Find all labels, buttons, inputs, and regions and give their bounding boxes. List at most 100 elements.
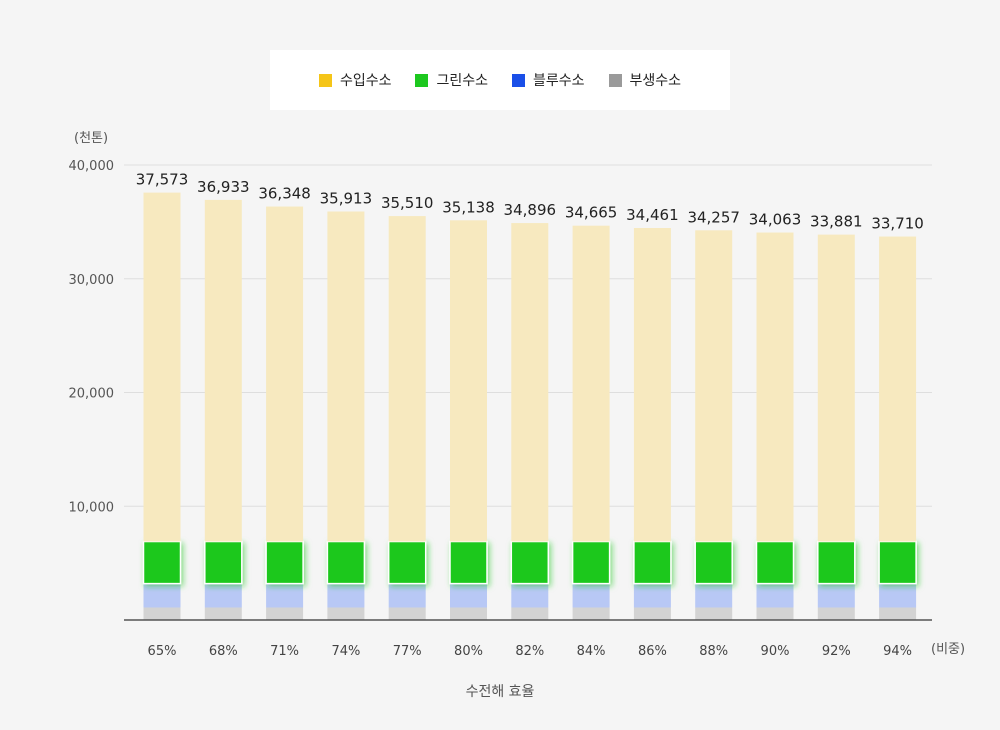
bar-segment [817,583,855,608]
bar-segment [265,540,304,585]
bar-segment [388,607,426,620]
x-tick-label: 74% [331,644,360,659]
bar-segment [510,540,550,585]
bar-segment [327,211,365,542]
bar-segment [633,583,671,608]
x-tick-label: 77% [393,644,422,659]
x-tick-label: 82% [515,644,544,659]
bar-segment [511,223,549,542]
legend-label: 부생수소 [629,73,682,89]
bar-segment [449,540,488,585]
data-label: 35,510 [381,194,434,212]
bar-segment [755,540,795,585]
bar-segment [879,607,917,620]
bar-segment [450,583,487,608]
y-tick-label: 20,000 [69,387,115,402]
x-tick-label: 88% [699,644,728,659]
y-unit-label: (천톤) [74,131,108,146]
data-label: 34,896 [504,201,557,219]
x-tick-label: 90% [761,644,790,659]
bar-segment [388,216,426,542]
bar-segment [817,540,856,585]
bar-segment [695,230,733,542]
data-label: 33,710 [871,215,924,233]
bar-segment [695,607,733,620]
bar-segment [511,583,549,608]
x-tick-label: 86% [638,644,667,659]
bar-segment [633,540,672,585]
bar-segment [572,583,610,608]
x-tick-label: 92% [822,644,851,659]
y-tick-label: 40,000 [69,159,115,174]
data-label: 33,881 [810,213,863,231]
chart-legend: 수입수소 그린수소 블루수소 부생수소 [270,50,730,110]
bar-segment [817,607,855,620]
bar-segment [756,583,794,608]
bar-segment [266,206,304,542]
legend-label: 그린수소 [436,73,488,89]
legend-swatch [608,73,622,87]
legend-swatch [415,73,429,87]
legend-item[interactable]: 블루수소 [512,70,585,90]
bar-segment [695,583,733,608]
y-tick-label: 30,000 [69,273,115,288]
legend-swatch [512,73,525,87]
data-label: 37,573 [136,171,189,189]
bar-segment [327,583,365,608]
bar-segment [204,199,242,542]
bar-segment [327,607,365,620]
bar-segment [450,220,487,542]
bar-segment [204,607,242,620]
bar-segment [387,540,427,585]
bar-segment [388,583,426,608]
bar-segment [633,607,671,620]
x-tick-label: 94% [883,644,912,659]
bar-segment [572,607,610,620]
bar-segment [204,583,242,608]
data-label: 34,257 [687,208,740,226]
x-unit-label: (비중) [931,642,965,657]
legend-label: 블루수소 [533,73,585,89]
data-label: 34,665 [565,204,618,222]
x-tick-label: 65% [148,644,177,659]
bar-segment [266,583,304,608]
bar-segment [143,192,181,542]
legend-item[interactable]: 그린수소 [415,70,488,90]
bar-segment [450,607,487,620]
bar-segment [878,540,917,585]
bar-segment [572,225,610,542]
x-axis-title: 수전해 효율 [466,684,535,700]
bar-segment [511,607,549,620]
bar-segment [143,607,181,620]
bar-segment [817,234,855,542]
bar-segment [879,236,917,542]
x-tick-label: 80% [454,644,483,659]
bar-segment [142,540,182,585]
bar-segment [756,607,794,620]
data-label: 36,348 [258,185,311,203]
bar-segment [879,583,917,608]
x-tick-label: 84% [577,644,606,659]
bar-segment [143,583,181,608]
bar-segment [756,232,794,542]
bar-segment [204,540,243,585]
bar-segment [694,540,733,585]
y-tick-label: 10,000 [69,500,115,515]
data-label: 34,063 [749,211,802,229]
bar-segment [571,540,611,585]
legend-item[interactable]: 부생수소 [608,70,682,90]
x-tick-label: 71% [270,644,299,659]
bar-segment [266,607,304,620]
legend-label: 수입수소 [339,73,392,89]
data-label: 35,138 [442,198,495,216]
data-label: 36,933 [197,178,250,196]
data-label: 35,913 [320,189,373,207]
bar-segment [633,228,671,542]
legend-swatch [318,73,332,87]
x-tick-label: 68% [209,644,238,659]
bar-segment [326,540,366,585]
data-label: 34,461 [626,206,679,224]
legend-item[interactable]: 수입수소 [318,70,392,90]
